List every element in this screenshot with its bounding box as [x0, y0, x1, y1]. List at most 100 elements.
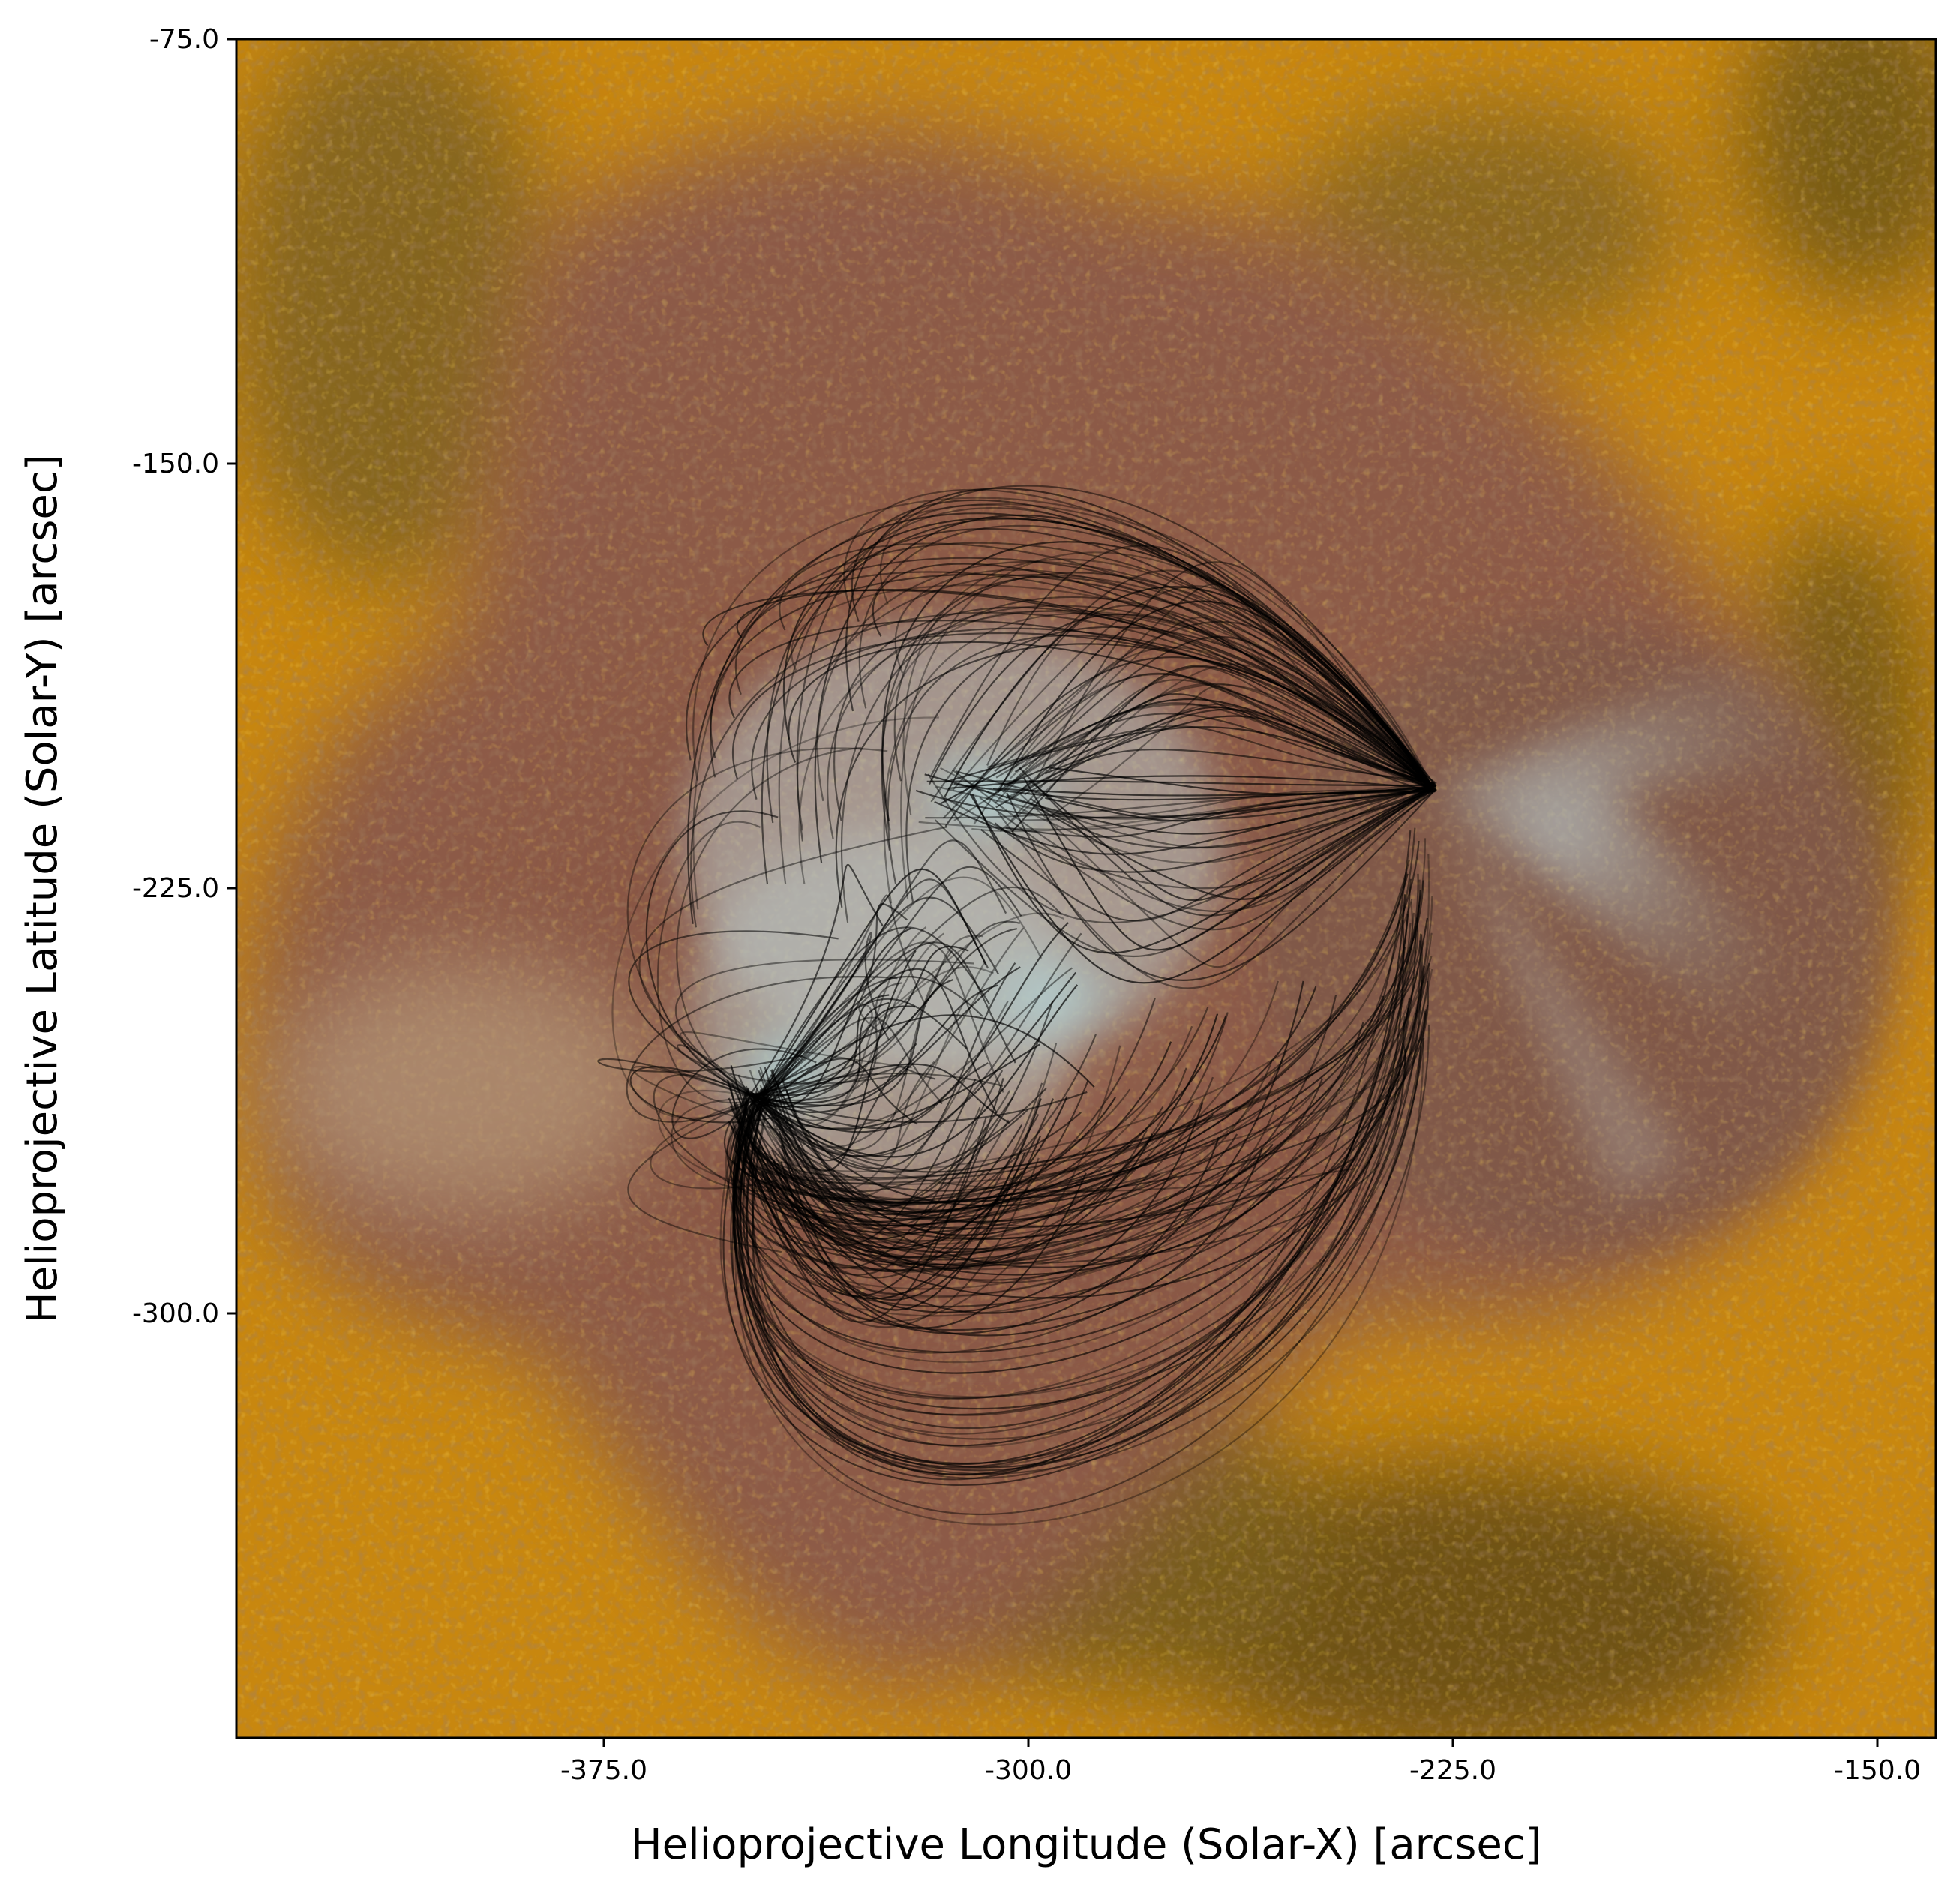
field-line: [1014, 713, 1429, 793]
field-line: [1006, 784, 1432, 849]
field-line: [726, 880, 1424, 1215]
field-line: [840, 596, 1433, 923]
field-line: [753, 932, 944, 1127]
field-line: [750, 1098, 1042, 1300]
field-line: [766, 527, 1433, 824]
y-axis-label: Helioprojective Latitude (Solar-Y) [arcs…: [18, 455, 67, 1324]
field-line: [751, 1061, 935, 1162]
field-line: [742, 1102, 1204, 1313]
field-line: [742, 914, 1409, 1234]
y-tick-label: -75.0: [149, 24, 219, 55]
field-line: [915, 787, 1433, 819]
field-line: [627, 1097, 782, 1253]
y-tick-label: -300.0: [132, 1298, 219, 1329]
field-line: [754, 1097, 1082, 1173]
field-line: [757, 932, 1082, 1158]
field-line: [750, 956, 1433, 1298]
field-line: [739, 967, 1419, 1242]
field-line: [764, 912, 1064, 1099]
field-line: [734, 1031, 1423, 1440]
field-line: [736, 589, 1433, 788]
field-line: [951, 769, 1429, 913]
field-line: [727, 1079, 1154, 1270]
field-line: [756, 945, 969, 1095]
field-line: [930, 569, 1436, 803]
field-line: [733, 1004, 1429, 1307]
field-line: [756, 1066, 936, 1100]
field-line: [710, 573, 1433, 788]
field-line: [750, 886, 1063, 1106]
field-line: [702, 589, 1433, 788]
field-line: [685, 557, 1433, 788]
field-line: [734, 998, 1410, 1353]
field-line: [731, 896, 1433, 1290]
field-line: [752, 984, 1079, 1158]
field-line: [1046, 766, 1436, 795]
field-line: [728, 620, 1433, 788]
field-line: [626, 976, 898, 1123]
field-line: [746, 922, 1412, 1476]
field-line: [940, 767, 1435, 864]
field-line: [751, 968, 1433, 1448]
field-line: [770, 1074, 1023, 1250]
field-line: [734, 1097, 1116, 1223]
field-line: [732, 1045, 1121, 1322]
field-line: [764, 894, 926, 1103]
field-line: [934, 787, 1430, 958]
field-line: [782, 1043, 1058, 1295]
field-line: [729, 980, 1429, 1266]
field-line: [629, 1066, 776, 1124]
field-line: [927, 773, 1436, 924]
field-line: [656, 821, 761, 1104]
y-tick-label: -150.0: [132, 449, 219, 479]
field-line: [1034, 788, 1437, 900]
field-line: [773, 1049, 1288, 1223]
field-line: [776, 1098, 1055, 1272]
field-line: [741, 995, 1337, 1281]
field-line: [733, 1046, 1422, 1398]
field-line: [765, 1148, 1263, 1337]
field-line: [780, 1144, 1026, 1311]
field-line: [771, 1143, 1274, 1241]
y-tick-label: -225.0: [132, 873, 219, 904]
field-line: [758, 1043, 1040, 1130]
field-line: [632, 1066, 779, 1131]
field-line: [1011, 665, 1437, 833]
field-line: [758, 1058, 918, 1125]
field-line: [732, 926, 1417, 1415]
field-line: [710, 542, 1433, 788]
field-line: [952, 585, 1433, 791]
field-line: [638, 826, 947, 1100]
field-line: [785, 1013, 1219, 1236]
field-line: [994, 704, 1431, 804]
field-line: [732, 901, 1414, 1299]
field-line: [692, 497, 1433, 788]
field-line: [758, 1003, 881, 1097]
field-line: [781, 1000, 1054, 1206]
field-line: [751, 950, 953, 1151]
field-line: [752, 1010, 1427, 1479]
field-line: [730, 1022, 1364, 1250]
field-line: [674, 959, 974, 1100]
field-line: [731, 1106, 981, 1269]
field-line: [750, 1079, 977, 1247]
field-line: [728, 1121, 1112, 1205]
field-line: [945, 726, 1436, 787]
field-line: [1022, 777, 1436, 951]
field-line: [754, 926, 990, 1103]
field-line: [734, 933, 1422, 1184]
field-line: [778, 980, 1304, 1314]
field-line: [762, 868, 987, 1092]
field-line: [757, 986, 1317, 1204]
field-line: [737, 1074, 1132, 1192]
field-line: [756, 941, 1016, 1098]
field-line: [955, 770, 1433, 820]
field-line: [925, 790, 1436, 819]
field-line: [881, 541, 1433, 821]
field-line: [759, 1016, 944, 1105]
field-line: [645, 810, 779, 1100]
field-line: [893, 572, 1433, 788]
field-line: [843, 488, 1433, 788]
field-line: [763, 982, 903, 1101]
